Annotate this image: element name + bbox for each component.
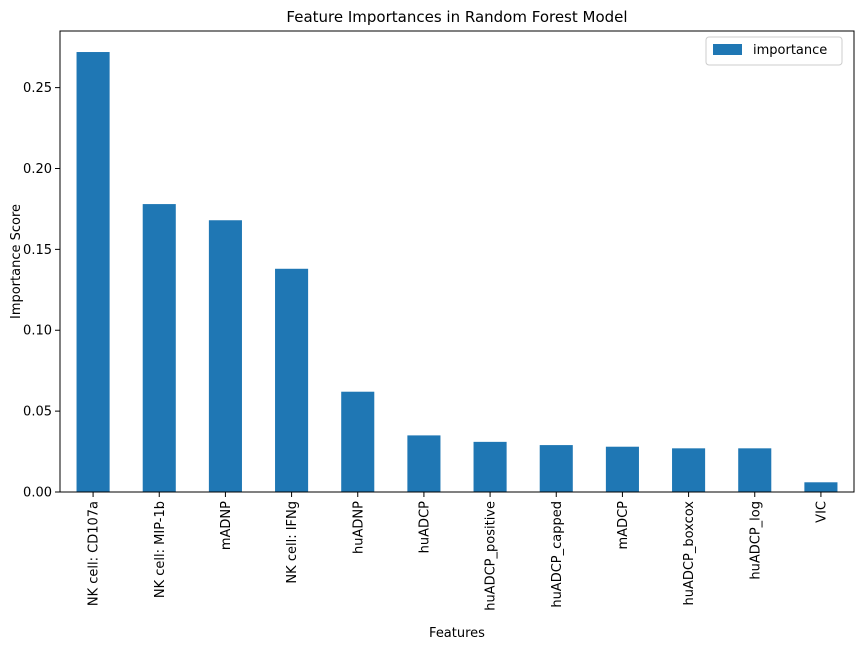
y-tick-label: 0.20 (23, 162, 52, 177)
y-tick-label: 0.10 (23, 324, 52, 339)
legend-swatch (713, 44, 742, 55)
x-tick-label: NK cell: CD107a (87, 501, 102, 606)
y-tick-label: 0.05 (23, 405, 52, 420)
x-tick-label: huADCP_positive (484, 501, 499, 611)
x-axis: NK cell: CD107a NK cell: MIP-1b mADNP NK ce… (87, 492, 829, 611)
y-tick-label: 0.15 (23, 243, 52, 258)
chart-title: Feature Importances in Random Forest Mod… (286, 8, 627, 26)
x-tick-label: VIC (814, 501, 829, 523)
bar-4 (341, 391, 375, 492)
legend-label: importance (753, 43, 827, 58)
bar-8 (605, 446, 639, 492)
x-tick-label: NK cell: MIP-1b (153, 501, 168, 598)
x-tick-label: mADNP (219, 501, 234, 550)
plot-frame (59, 30, 855, 493)
legend: importance (705, 36, 843, 66)
x-tick-label: NK cell: IFNg (285, 501, 300, 584)
bar-1 (142, 204, 176, 492)
x-tick-label: huADCP_boxcox (682, 501, 697, 606)
x-tick-label: huADCP_capped (550, 501, 565, 608)
x-axis-label: Features (429, 626, 485, 641)
bar-9 (672, 448, 706, 492)
y-axis: 0.00 0.05 0.10 0.15 0.20 0.25 (23, 81, 60, 501)
x-tick-label: huADCP_log (748, 501, 763, 580)
bar-6 (473, 441, 507, 492)
x-tick-label: huADCP (417, 501, 432, 553)
x-tick-label: huADNP (351, 501, 366, 554)
x-tick-label: mADCP (616, 501, 631, 550)
bars-group (76, 52, 838, 492)
bar-0 (76, 52, 110, 492)
bar-3 (275, 268, 309, 492)
y-axis-label: Importance Score (9, 204, 24, 319)
y-tick-label: 0.00 (23, 486, 52, 501)
bar-7 (539, 445, 573, 492)
bar-11 (804, 482, 838, 492)
y-tick-label: 0.25 (23, 81, 52, 96)
bar-10 (738, 448, 772, 492)
bar-2 (208, 220, 242, 492)
bar-5 (407, 435, 441, 492)
